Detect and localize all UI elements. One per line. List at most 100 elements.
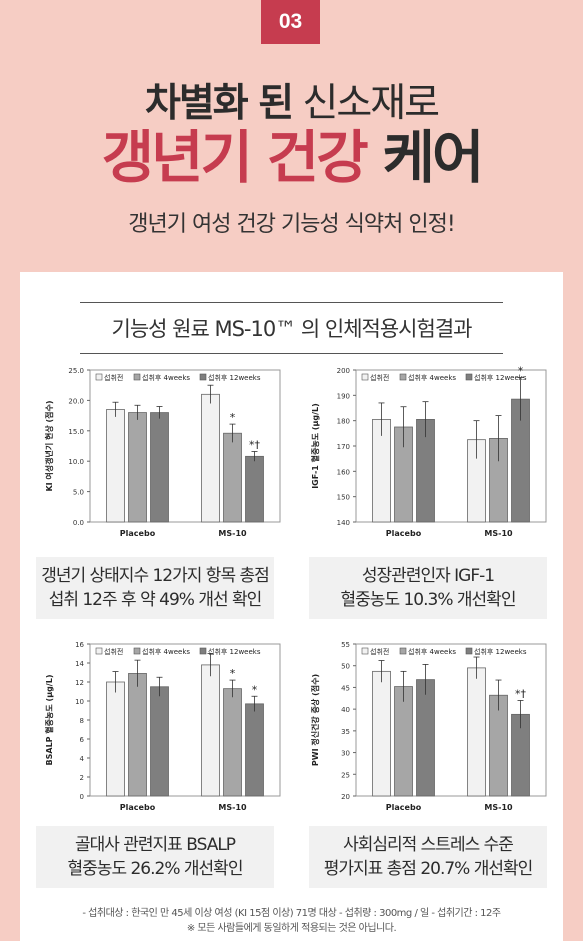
caption-pwi-line2: 평가지표 총점 20.7% 개선확인 [323, 859, 534, 879]
y-axis-label: IGF-1 혈중농도 (μg/L) [310, 403, 320, 489]
headline-line2-dark: 케어 [365, 125, 485, 191]
y-tick-label: 15.0 [68, 428, 84, 436]
bar [128, 673, 147, 797]
legend-swatch [199, 373, 207, 381]
bar [106, 681, 125, 797]
legend-swatch [465, 373, 473, 381]
plot-frame [89, 369, 281, 523]
caption-bsalp: 골대사 관련지표 BSALP 혈중농도 26.2% 개선확인 [36, 826, 274, 888]
y-tick-label: 20 [341, 793, 350, 801]
y-tick-label: 150 [337, 494, 350, 502]
legend-swatch [95, 647, 103, 655]
y-axis-label: KI 여성갱년기 현상 (점수) [44, 400, 54, 491]
y-tick-label: 6 [80, 736, 85, 744]
caption-ki-line2: 섭취 12주 후 약 49% 개선 확인 [48, 590, 263, 610]
caption-igf1-line1: 성장관련인자 IGF-1 [361, 566, 495, 586]
legend-swatch [133, 647, 141, 655]
bar [416, 679, 435, 797]
headline-line2-red: 갱년기 건강 [101, 125, 369, 191]
bar [372, 670, 391, 797]
caption-igf1: 성장관련인자 IGF-1 혈중농도 10.3% 개선확인 [309, 557, 547, 619]
bar [128, 412, 147, 523]
y-tick-label: 5.0 [73, 489, 84, 497]
y-tick-label: 140 [337, 519, 350, 527]
bar [245, 455, 264, 523]
y-tick-label: 16 [75, 641, 84, 649]
legend-label: 섭취전 [370, 647, 389, 656]
headline-line1-bold: 차별화 된 [144, 81, 294, 126]
legend-label: 섭취후 4weeks [408, 647, 456, 656]
y-tick-label: 10 [75, 698, 84, 706]
significance-mark: * [518, 365, 524, 378]
caption-igf1-line2: 혈중농도 10.3% 개선확인 [340, 590, 517, 610]
card-title: 기능성 원료 MS-10™ 의 인체적용시험결과 [80, 302, 503, 354]
legend-swatch [399, 373, 407, 381]
significance-mark: * [230, 411, 236, 424]
y-tick-label: 8 [80, 717, 84, 725]
caption-bsalp-line1: 골대사 관련지표 BSALP [74, 835, 236, 855]
legend-swatch [199, 647, 207, 655]
y-tick-label: 190 [337, 392, 350, 400]
significance-mark: *† [249, 438, 261, 451]
bar [394, 686, 413, 797]
legend-label: 섭취후 12weeks [208, 647, 261, 656]
bar [106, 409, 125, 523]
y-tick-label: 0 [80, 793, 84, 801]
legend-label: 섭취후 12weeks [208, 373, 261, 382]
x-category-label: Placebo [386, 529, 422, 538]
chart-bsalp: 0 2 4 6 8 10 12 14 16 BSALP 혈중농도 (μg/L) 섭취전 섭취후 4we… [44, 641, 281, 812]
legend-label: 섭취후 4weeks [142, 373, 190, 382]
y-tick-label: 200 [337, 367, 350, 375]
caption-ki: 갱년기 상태지수 12가지 항목 총점 섭취 12주 후 약 49% 개선 확인 [36, 557, 274, 619]
caption-pwi: 사회심리적 스트레스 수준 평가지표 총점 20.7% 개선확인 [309, 826, 547, 888]
y-tick-label: 4 [80, 755, 85, 763]
bar [467, 667, 486, 797]
legend-label: 섭취전 [104, 373, 123, 382]
legend-label: 섭취후 4weeks [142, 647, 190, 656]
y-tick-label: 45 [341, 684, 350, 692]
legend-swatch [465, 647, 473, 655]
y-tick-label: 10.0 [68, 458, 84, 466]
legend-label: 섭취후 12weeks [474, 373, 527, 382]
section-number-badge: 03 [261, 0, 320, 44]
x-category-label: Placebo [386, 803, 422, 812]
significance-mark: * [252, 683, 258, 696]
y-axis-label: PWI 정신건강 증상 (점수) [310, 674, 320, 766]
x-category-label: MS-10 [218, 529, 247, 538]
legend-label: 섭취후 12weeks [474, 647, 527, 656]
y-tick-label: 12 [75, 679, 84, 687]
bar [201, 664, 220, 797]
significance-mark: *† [515, 687, 527, 700]
y-tick-label: 20.0 [68, 397, 84, 405]
legend-swatch [361, 647, 369, 655]
y-tick-label: 25 [341, 771, 350, 779]
y-tick-label: 35 [341, 728, 350, 736]
significance-mark: * [230, 667, 236, 680]
x-category-label: Placebo [120, 803, 156, 812]
headline-line1: 차별화 된 신소재로 [0, 72, 583, 128]
x-category-label: MS-10 [484, 529, 513, 538]
y-tick-label: 14 [75, 660, 84, 668]
y-tick-label: 55 [341, 641, 350, 649]
legend-swatch [361, 373, 369, 381]
y-tick-label: 40 [341, 706, 350, 714]
bar [223, 432, 242, 523]
chart-igf1: 140 150 160 170 180 190 200 IGF-1 혈중농도 (μg/L) 섭취… [310, 365, 547, 538]
x-category-label: MS-10 [218, 803, 247, 812]
headline-line2: 갱년기 건강 케어 [0, 122, 583, 194]
caption-pwi-line1: 사회심리적 스트레스 수준 [343, 835, 514, 855]
chart-ki-score: 0.0 5.0 10.0 15.0 20.0 25.0 KI 여성갱년기 현상 (점수) 섭취… [44, 367, 281, 538]
footnote-line2: ※ 모든 사람들에게 동일하게 적용되는 것은 아닙니다. [186, 923, 397, 934]
y-tick-label: 50 [341, 663, 350, 671]
footnote-line1: - 섭취대상 : 한국인 만 45세 이상 여성 (KI 15점 이상) 71명… [82, 908, 501, 919]
x-category-label: MS-10 [484, 803, 513, 812]
legend-swatch [399, 647, 407, 655]
headline-line1-rest: 신소재로 [292, 81, 440, 126]
legend-label: 섭취전 [104, 647, 123, 656]
legend-swatch [133, 373, 141, 381]
legend-label: 섭취후 4weeks [408, 373, 456, 382]
legend-label: 섭취전 [370, 373, 389, 382]
y-tick-label: 2 [80, 774, 84, 782]
y-axis-label: BSALP 혈중농도 (μg/L) [44, 675, 54, 766]
plot-frame [355, 643, 547, 797]
